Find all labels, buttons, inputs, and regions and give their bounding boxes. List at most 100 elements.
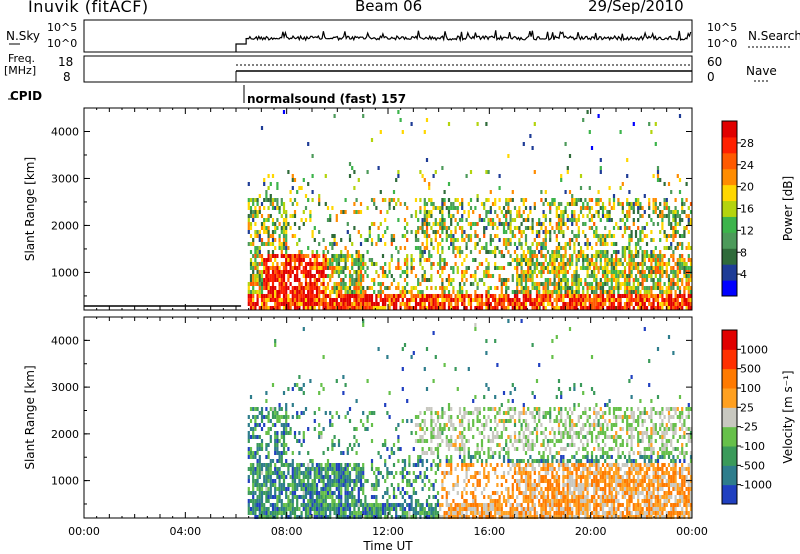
data-cell xyxy=(285,503,288,507)
data-cell xyxy=(579,174,583,178)
data-cell xyxy=(650,306,653,310)
data-cell xyxy=(274,286,277,290)
data-cell xyxy=(461,511,464,515)
data-cell xyxy=(573,290,576,294)
data-cell xyxy=(483,503,486,507)
data-cell xyxy=(346,250,349,254)
data-cell xyxy=(593,214,596,218)
data-cell xyxy=(375,298,378,302)
data-cell xyxy=(403,202,407,206)
data-cell xyxy=(498,186,501,190)
data-cell xyxy=(291,503,294,507)
data-cell xyxy=(564,278,567,282)
data-cell xyxy=(285,443,288,447)
data-cell xyxy=(465,266,468,270)
data-cell xyxy=(293,483,297,487)
data-cell xyxy=(285,419,288,423)
data-cell xyxy=(584,282,587,286)
data-cell xyxy=(621,246,624,250)
data-cell xyxy=(384,298,387,302)
data-cell xyxy=(445,435,448,439)
data-cell xyxy=(452,214,455,218)
data-cell xyxy=(311,154,314,158)
data-cell xyxy=(500,286,503,290)
data-cell xyxy=(619,262,622,266)
data-cell xyxy=(311,234,314,238)
data-cell xyxy=(450,230,453,234)
data-cell xyxy=(489,503,492,507)
data-cell xyxy=(571,262,574,266)
data-cell xyxy=(527,427,530,431)
data-cell xyxy=(291,294,294,298)
data-cell xyxy=(410,254,413,258)
data-cell xyxy=(412,479,415,483)
data-cell xyxy=(494,435,497,439)
data-cell xyxy=(628,234,631,238)
data-cell xyxy=(276,487,279,491)
data-cell xyxy=(311,306,314,310)
data-cell xyxy=(454,447,457,451)
data-cell xyxy=(498,198,501,202)
data-cell xyxy=(340,210,343,214)
data-cell xyxy=(643,270,646,274)
data-cell xyxy=(478,214,481,218)
data-cell xyxy=(263,242,266,246)
data-cell xyxy=(485,459,488,463)
data-cell xyxy=(329,298,332,302)
data-cell xyxy=(368,411,371,415)
data-cell xyxy=(359,515,363,519)
data-cell xyxy=(678,290,682,294)
data-cell xyxy=(511,487,514,491)
data-cell xyxy=(364,499,367,503)
data-cell xyxy=(513,507,517,511)
data-cell xyxy=(656,170,660,174)
data-cell xyxy=(524,198,528,202)
data-cell xyxy=(670,242,673,246)
data-cell xyxy=(518,491,521,495)
data-cell xyxy=(661,306,664,310)
data-cell xyxy=(263,182,266,186)
data-cell xyxy=(648,294,651,298)
data-cell xyxy=(494,515,497,519)
data-cell xyxy=(489,190,492,194)
data-cell xyxy=(463,415,466,419)
data-cell xyxy=(315,278,319,282)
data-cell xyxy=(663,206,666,210)
data-cell xyxy=(417,302,420,306)
data-cell xyxy=(518,515,521,519)
data-cell xyxy=(417,499,420,503)
data-cell xyxy=(447,515,451,519)
data-cell xyxy=(579,266,583,270)
data-cell xyxy=(445,423,448,427)
data-cell xyxy=(505,286,508,290)
data-cell xyxy=(370,238,374,242)
data-cell xyxy=(298,266,301,270)
data-cell xyxy=(364,479,367,483)
data-cell xyxy=(410,286,413,290)
data-cell xyxy=(683,230,686,234)
data-cell xyxy=(522,306,525,310)
data-cell xyxy=(458,294,462,298)
data-cell xyxy=(291,459,294,463)
data-cell xyxy=(274,222,277,226)
data-cell xyxy=(289,483,292,487)
data-cell xyxy=(500,431,503,435)
data-cell xyxy=(467,479,470,483)
data-cell xyxy=(531,306,534,310)
data-cell xyxy=(531,278,534,282)
data-cell xyxy=(498,298,501,302)
data-cell xyxy=(357,511,360,515)
data-cell xyxy=(502,423,506,427)
data-cell xyxy=(353,298,356,302)
data-cell xyxy=(276,435,279,439)
data-cell xyxy=(293,431,297,435)
data-cell xyxy=(654,266,657,270)
data-cell xyxy=(256,483,259,487)
data-cell xyxy=(637,290,640,294)
data-cell xyxy=(553,266,556,270)
data-cell xyxy=(392,238,396,242)
data-cell xyxy=(274,511,277,515)
data-cell xyxy=(509,495,512,499)
data-cell xyxy=(287,487,290,491)
data-cell xyxy=(518,242,521,246)
